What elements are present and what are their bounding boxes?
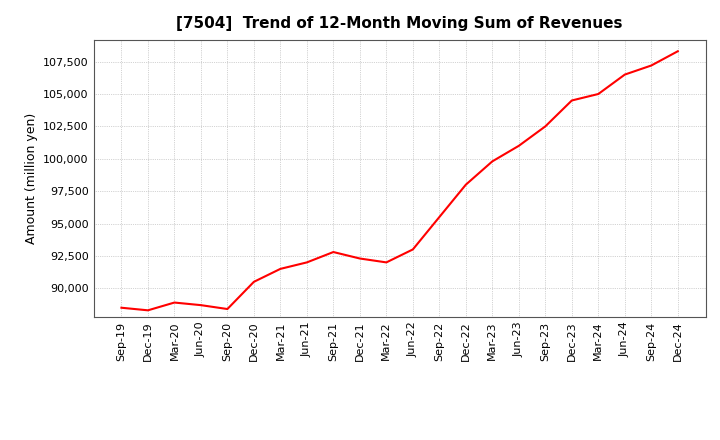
Title: [7504]  Trend of 12-Month Moving Sum of Revenues: [7504] Trend of 12-Month Moving Sum of R… — [176, 16, 623, 32]
Y-axis label: Amount (million yen): Amount (million yen) — [24, 113, 37, 244]
